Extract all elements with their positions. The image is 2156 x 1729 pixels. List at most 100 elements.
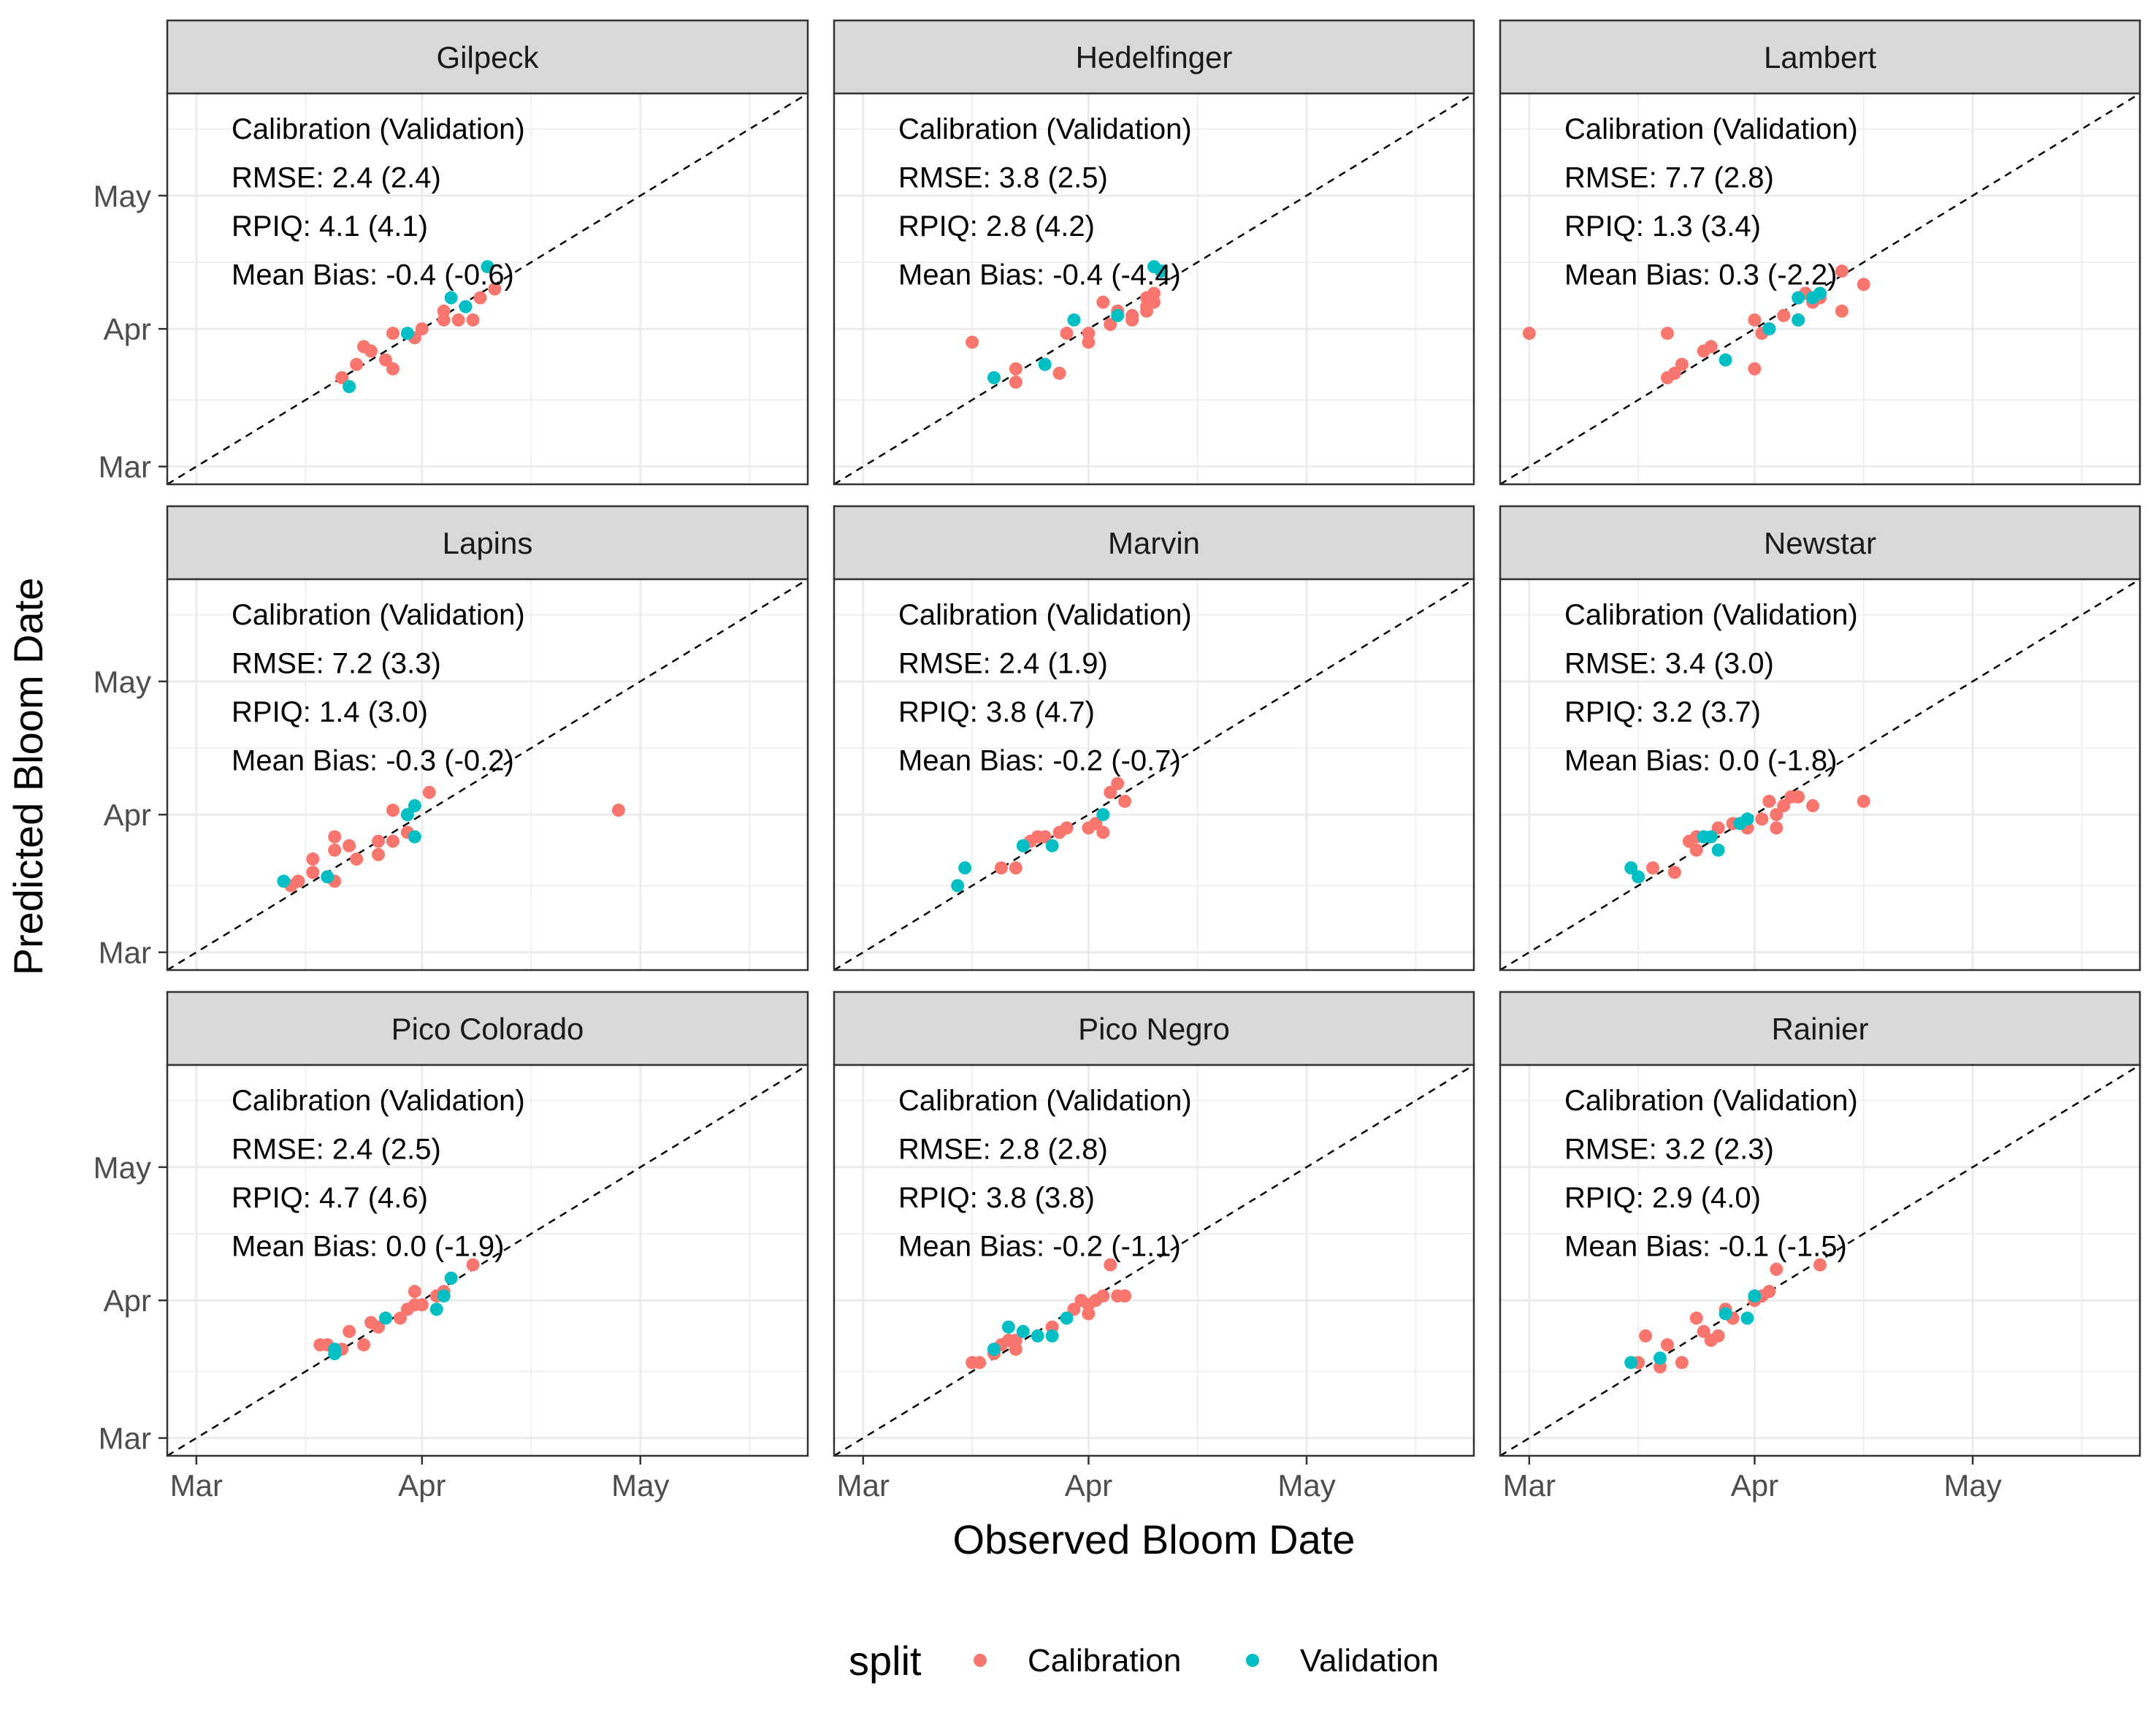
- x-tick-label: May: [1277, 1468, 1335, 1503]
- annotation-line: RMSE: 2.4 (1.9): [898, 648, 1108, 680]
- calibration-point: [386, 362, 400, 375]
- calibration-point: [1704, 340, 1718, 354]
- y-tick-label: May: [93, 1150, 151, 1185]
- strip-pico-colorado: [166, 991, 809, 1066]
- calibration-point: [1667, 866, 1681, 879]
- annotation-line: Mean Bias: -0.1 (-1.5): [1564, 1231, 1847, 1263]
- annotation-line: RMSE: 3.8 (2.5): [898, 162, 1108, 194]
- calibration-point: [1675, 1356, 1689, 1370]
- reference-line: [167, 92, 808, 486]
- calibration-point: [1096, 295, 1110, 309]
- validation-point: [987, 371, 1001, 385]
- y-tick-label: May: [93, 665, 151, 699]
- calibration-point: [1777, 799, 1791, 813]
- annotation-line: Calibration (Validation): [898, 1085, 1192, 1117]
- y-tick-label: Mar: [99, 450, 151, 484]
- validation-point: [1045, 839, 1059, 852]
- annotation-line: RMSE: 7.7 (2.8): [1564, 162, 1774, 194]
- strip-label-newstar: Newstar: [1764, 526, 1876, 560]
- calibration-point: [306, 866, 320, 879]
- calibration-point: [1060, 821, 1074, 835]
- validation-point: [1001, 1320, 1015, 1334]
- calibration-point: [343, 1324, 356, 1338]
- strip-label-gilpeck: Gilpeck: [436, 40, 539, 75]
- annotation-line: RMSE: 3.4 (3.0): [1564, 648, 1774, 680]
- annotation-line: Mean Bias: 0.0 (-1.8): [1564, 745, 1838, 777]
- calibration-point: [1711, 821, 1725, 835]
- panel-pico-negro: Pico Negro Calibration (Validation) RMSE: …: [833, 991, 1475, 1503]
- validation-point: [400, 808, 414, 822]
- annotation-line: Mean Bias: -0.2 (-0.7): [898, 745, 1181, 777]
- strip-hedelfinger: [833, 19, 1475, 95]
- calibration-point: [1689, 1311, 1703, 1325]
- annotation-line: RPIQ: 1.4 (3.0): [232, 696, 428, 728]
- calibration-point: [1660, 1338, 1674, 1352]
- calibration-point: [1762, 1285, 1776, 1299]
- calibration-point: [350, 852, 364, 866]
- calibration-point: [1096, 825, 1110, 839]
- annotation-line: Mean Bias: -0.3 (-0.2): [232, 745, 514, 777]
- validation-point: [1031, 1329, 1044, 1343]
- annotation-line: RMSE: 2.8 (2.8): [898, 1134, 1108, 1166]
- calibration-point: [1009, 1343, 1022, 1356]
- calibration-point: [1770, 1262, 1784, 1276]
- validation-point: [951, 879, 965, 893]
- calibration-point: [386, 804, 400, 817]
- calibration-point: [1082, 327, 1096, 340]
- legend-label-calibration: Calibration: [1028, 1643, 1181, 1679]
- calibration-point: [1792, 790, 1805, 804]
- reference-line: [833, 578, 1475, 972]
- validation-point: [1624, 861, 1638, 875]
- annotation-line: RPIQ: 3.8 (3.8): [898, 1182, 1095, 1214]
- validation-point: [1792, 291, 1805, 305]
- calibration-point: [1770, 808, 1784, 822]
- validation-point: [408, 799, 421, 813]
- calibration-point: [1660, 327, 1674, 340]
- validation-point: [1813, 286, 1827, 300]
- calibration-point: [393, 1311, 407, 1325]
- calibration-point: [1777, 308, 1791, 322]
- y-tick-label: Apr: [104, 312, 151, 346]
- calibration-point: [611, 804, 625, 817]
- annotation-line: Calibration (Validation): [898, 599, 1192, 631]
- x-tick-label: Apr: [1065, 1468, 1112, 1503]
- calibration-point: [1646, 861, 1660, 875]
- y-axis-title: Predicted Bloom Date: [5, 578, 51, 976]
- legend: split Calibration Validation: [849, 1638, 1439, 1684]
- calibration-point: [451, 313, 465, 327]
- calibration-point: [350, 357, 364, 371]
- annotation-line: Mean Bias: -0.4 (-4.4): [898, 259, 1181, 291]
- validation-point: [459, 299, 473, 313]
- validation-point: [1740, 1311, 1754, 1325]
- annotation-line: RPIQ: 2.9 (4.0): [1564, 1182, 1761, 1214]
- calibration-point: [1806, 799, 1820, 813]
- reference-line: [167, 1064, 808, 1457]
- panels-layer: Gilpeck Calibration (Validation) RMSE: 2.4…: [93, 19, 2141, 1503]
- panel-border: [166, 578, 809, 972]
- calibration-point: [1118, 1289, 1132, 1303]
- calibration-point: [1711, 1329, 1725, 1343]
- validation-point: [277, 874, 291, 888]
- validation-point: [1719, 1307, 1732, 1321]
- validation-point: [378, 1311, 392, 1325]
- calibration-point: [415, 322, 429, 336]
- strip-marvin: [833, 505, 1475, 581]
- calibration-point: [1125, 313, 1139, 327]
- validation-point: [1704, 830, 1718, 844]
- reference-line: [833, 1064, 1475, 1457]
- panel-border: [1499, 578, 2141, 972]
- calibration-point: [1118, 794, 1132, 808]
- strip-label-pico-negro: Pico Negro: [1078, 1012, 1230, 1046]
- validation-point: [429, 1302, 443, 1316]
- calibration-point: [328, 830, 342, 844]
- calibration-point: [335, 371, 349, 385]
- calibration-point: [291, 874, 305, 888]
- calibration-point: [1835, 304, 1849, 318]
- annotation-line: RPIQ: 4.7 (4.6): [232, 1182, 428, 1214]
- calibration-point: [1067, 1302, 1081, 1316]
- calibration-point: [994, 861, 1008, 875]
- panel-hedelfinger: Hedelfinger Calibration (Validation) RMSE:…: [833, 19, 1475, 486]
- annotation-line: Calibration (Validation): [1564, 113, 1858, 145]
